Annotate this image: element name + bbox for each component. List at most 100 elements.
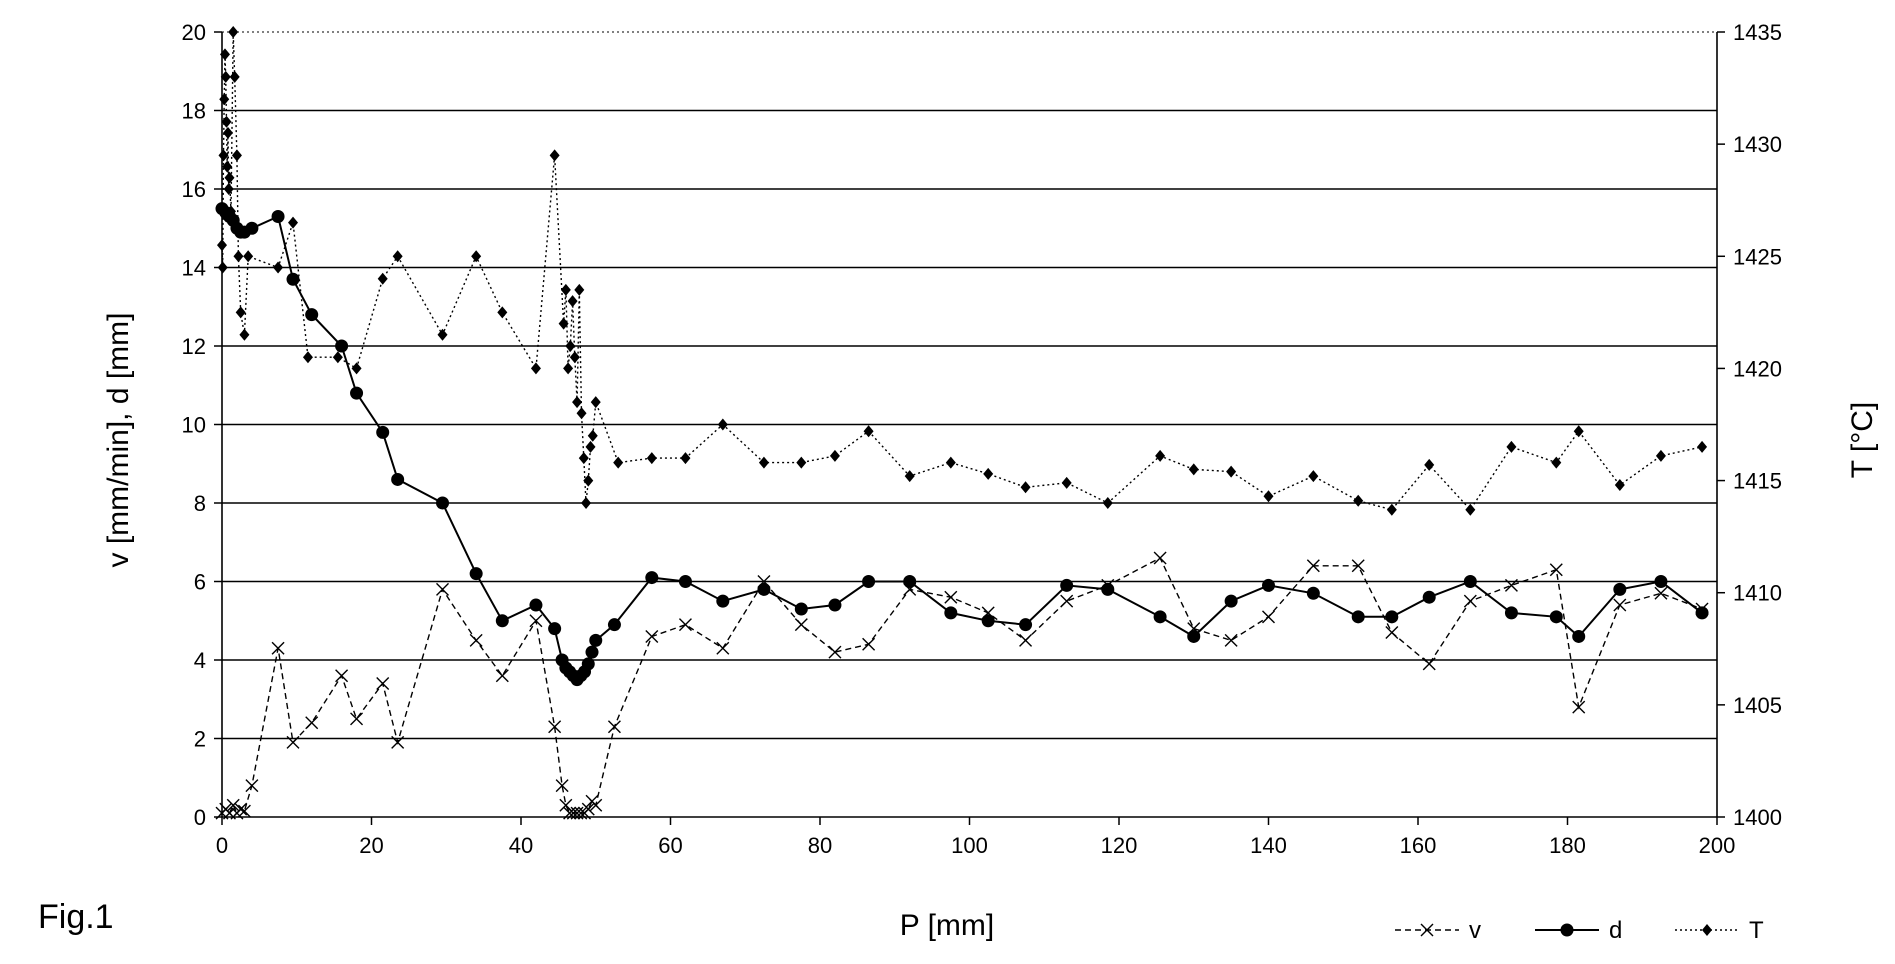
data-point-v xyxy=(226,798,240,812)
data-point-v xyxy=(469,633,483,647)
data-point-v xyxy=(1306,559,1320,573)
data-point-T xyxy=(235,306,246,319)
data-point-T xyxy=(239,328,250,341)
legend-label-v: v xyxy=(1469,917,1481,944)
data-point-T xyxy=(613,456,624,469)
data-point-d xyxy=(944,606,958,620)
data-point-d xyxy=(716,594,730,608)
data-point-v xyxy=(1549,563,1563,577)
data-point-T xyxy=(581,497,592,509)
data-point-d xyxy=(469,567,483,581)
y-left-tick-label: 14 xyxy=(182,256,206,281)
data-point-d xyxy=(1153,610,1167,624)
data-point-T xyxy=(1614,479,1625,492)
data-point-d xyxy=(1101,582,1115,596)
data-point-v xyxy=(234,802,248,816)
data-point-v xyxy=(1224,633,1238,647)
data-point-T xyxy=(351,362,362,375)
data-point-T xyxy=(646,452,657,465)
data-point-d xyxy=(678,575,692,588)
data-point-T xyxy=(796,456,807,469)
y-right-axis-title: T [°C] xyxy=(1846,402,1879,478)
data-point-d xyxy=(1187,629,1201,643)
data-point-T xyxy=(578,452,589,465)
data-point-v xyxy=(237,804,251,818)
data-point-v xyxy=(581,802,595,816)
data-point-v xyxy=(376,677,390,691)
series-line-v xyxy=(221,557,1703,815)
axes xyxy=(214,31,1725,825)
legend-item-T: T xyxy=(1675,917,1764,944)
data-point-v xyxy=(1385,626,1399,640)
data-point-T xyxy=(1188,463,1199,476)
data-point-d xyxy=(903,575,917,588)
y-left-tick-label: 20 xyxy=(182,20,206,45)
data-point-d xyxy=(1504,606,1518,620)
y-right-tick-label: 1435 xyxy=(1733,20,1782,45)
y-left-tick-label: 18 xyxy=(182,99,206,124)
figure-label: Fig.1 xyxy=(38,898,114,936)
data-point-v xyxy=(1463,594,1477,608)
data-point-T xyxy=(222,126,233,139)
data-point-T xyxy=(572,396,583,409)
data-point-T xyxy=(863,425,874,438)
data-point-T xyxy=(1263,490,1274,503)
data-point-T xyxy=(567,295,578,308)
x-tick-label: 60 xyxy=(658,833,682,858)
data-point-d xyxy=(1019,618,1033,632)
data-point-T xyxy=(471,250,482,263)
data-point-d xyxy=(1572,629,1586,643)
y-right-tick-label: 1415 xyxy=(1733,469,1782,494)
data-point-T xyxy=(218,149,229,162)
data-point-T xyxy=(587,429,598,442)
data-point-d xyxy=(1060,578,1074,592)
data-point-T xyxy=(225,205,236,218)
x-tick-label: 100 xyxy=(951,833,988,858)
data-point-d xyxy=(495,614,509,628)
data-point-T xyxy=(1551,456,1562,469)
data-point-T xyxy=(224,171,235,184)
data-point-T xyxy=(904,470,915,483)
data-point-d xyxy=(1549,610,1563,624)
y-left-axis-title: v [mm/min], d [mm] xyxy=(102,313,135,568)
y-right-tick-label: 1420 xyxy=(1733,356,1782,381)
data-point-T xyxy=(221,115,232,128)
data-point-T xyxy=(1424,458,1435,471)
data-point-v xyxy=(245,779,259,793)
data-point-d xyxy=(529,598,543,612)
data-point-T xyxy=(983,467,994,480)
y-left-tick-label: 6 xyxy=(194,570,206,595)
data-point-v xyxy=(286,735,300,749)
data-point-T xyxy=(590,396,601,409)
data-point-T xyxy=(222,160,233,173)
data-point-T xyxy=(585,440,596,453)
x-tick-label: 180 xyxy=(1549,833,1586,858)
data-point-T xyxy=(219,93,230,106)
data-point-T xyxy=(1506,440,1517,453)
series-T xyxy=(217,26,1708,516)
data-point-d xyxy=(1262,578,1275,592)
data-point-v xyxy=(607,720,621,734)
data-point-T xyxy=(574,283,585,296)
data-point-T xyxy=(583,474,594,487)
data-point-v xyxy=(944,590,958,604)
data-point-T xyxy=(217,261,228,274)
x-tick-label: 120 xyxy=(1101,833,1138,858)
series-line-T xyxy=(221,31,1703,511)
data-point-T xyxy=(1061,476,1072,489)
data-point-T xyxy=(229,70,240,83)
data-point-d xyxy=(1613,582,1627,596)
data-point-v xyxy=(335,669,349,683)
data-point-v xyxy=(828,645,842,659)
data-point-T xyxy=(1386,503,1397,516)
data-point-d xyxy=(286,272,300,286)
data-point-d xyxy=(981,614,995,628)
data-point-T xyxy=(758,456,769,469)
data-point-v xyxy=(574,806,588,820)
y-right-tick-labels: 1400 1405 1410 1415 1420 1425 1430 1435 xyxy=(1733,20,1782,830)
data-point-v xyxy=(645,629,659,643)
x-tick-label: 200 xyxy=(1699,833,1736,858)
data-point-T xyxy=(273,261,284,274)
data-point-v xyxy=(1613,598,1627,612)
